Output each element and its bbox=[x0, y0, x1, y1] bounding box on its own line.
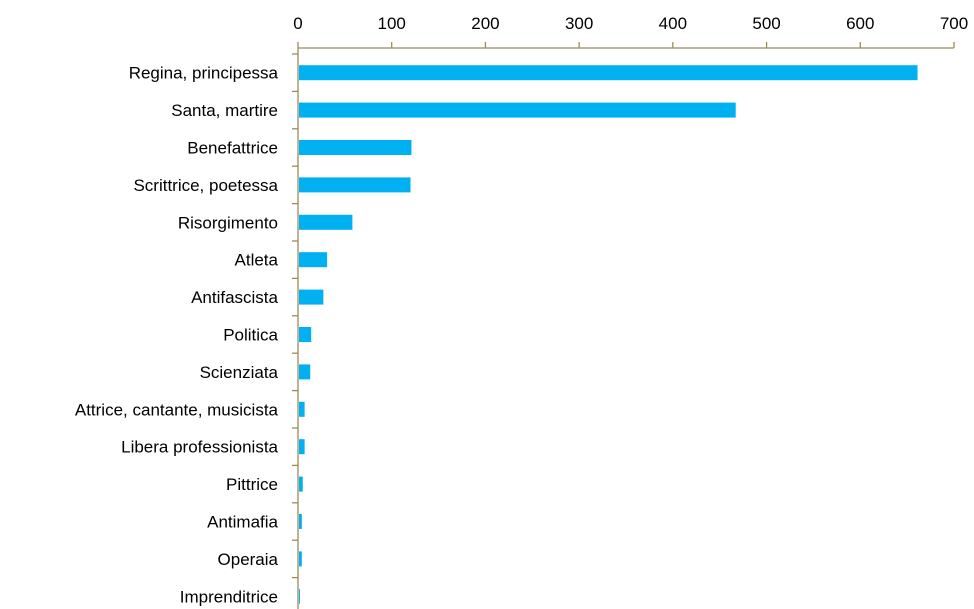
bar bbox=[299, 327, 312, 342]
category-label: Scrittrice, poetessa bbox=[133, 176, 278, 195]
x-axis: 0 100 200 300 400 500 600 700 bbox=[293, 14, 968, 49]
bar bbox=[299, 476, 303, 492]
category-label: Imprenditrice bbox=[180, 587, 278, 606]
category-label: Benefattrice bbox=[187, 139, 278, 158]
category-label: Libera professionista bbox=[121, 438, 278, 457]
bar bbox=[299, 140, 412, 155]
category-label: Scienziata bbox=[200, 363, 279, 382]
bar bbox=[299, 588, 300, 604]
x-tick-label: 200 bbox=[471, 14, 499, 33]
x-tick-label: 700 bbox=[940, 14, 968, 33]
category-label: Regina, principessa bbox=[129, 64, 279, 83]
x-tick-label: 0 bbox=[293, 14, 302, 33]
bar bbox=[299, 514, 302, 529]
x-tick-label: 400 bbox=[659, 14, 687, 33]
y-axis: Regina, principessa Santa, martire Benefat… bbox=[75, 48, 299, 609]
bar bbox=[299, 551, 302, 567]
bar bbox=[299, 364, 311, 380]
category-label: Attrice, cantante, musicista bbox=[75, 400, 279, 419]
category-label: Atleta bbox=[235, 251, 279, 270]
bar bbox=[299, 65, 918, 81]
x-tick-label: 600 bbox=[846, 14, 874, 33]
category-label: Antifascista bbox=[191, 288, 278, 307]
bar bbox=[299, 401, 305, 417]
category-label: Santa, martire bbox=[171, 101, 278, 120]
bar bbox=[299, 102, 736, 118]
category-label: Operaia bbox=[218, 550, 279, 569]
category-label: Politica bbox=[223, 326, 278, 345]
bar bbox=[299, 177, 411, 193]
bar bbox=[299, 252, 328, 268]
bar bbox=[299, 439, 305, 455]
category-label: Risorgimento bbox=[178, 213, 278, 232]
category-label: Antimafia bbox=[207, 513, 278, 532]
bar bbox=[299, 289, 324, 305]
x-tick-label: 500 bbox=[752, 14, 780, 33]
bars bbox=[299, 65, 918, 604]
x-tick-label: 300 bbox=[565, 14, 593, 33]
category-label: Pittrice bbox=[226, 475, 278, 494]
x-tick-label: 100 bbox=[378, 14, 406, 33]
bar bbox=[299, 214, 353, 230]
